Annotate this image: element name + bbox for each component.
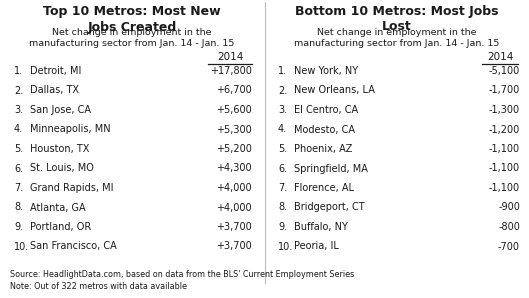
Text: Buffalo, NY: Buffalo, NY (294, 222, 348, 232)
Text: New Orleans, LA: New Orleans, LA (294, 86, 375, 95)
Text: +4,000: +4,000 (216, 183, 252, 193)
Text: 9.: 9. (14, 222, 23, 232)
Text: Phoenix, AZ: Phoenix, AZ (294, 144, 352, 154)
Text: Springfield, MA: Springfield, MA (294, 164, 368, 173)
Text: 3.: 3. (278, 105, 287, 115)
Text: 10.: 10. (14, 241, 29, 252)
Text: 1.: 1. (278, 66, 287, 76)
Text: Portland, OR: Portland, OR (30, 222, 91, 232)
Text: 1.: 1. (14, 66, 23, 76)
Text: Dallas, TX: Dallas, TX (30, 86, 79, 95)
Text: -1,700: -1,700 (489, 86, 520, 95)
Text: Bridgeport, CT: Bridgeport, CT (294, 203, 364, 212)
Text: -1,100: -1,100 (489, 164, 520, 173)
Text: Houston, TX: Houston, TX (30, 144, 89, 154)
Text: +4,000: +4,000 (216, 203, 252, 212)
Text: 4.: 4. (14, 125, 23, 134)
Text: -1,100: -1,100 (489, 183, 520, 193)
Text: -5,100: -5,100 (489, 66, 520, 76)
Text: Source: HeadlightData.com, based on data from the BLS' Current Employment Series: Source: HeadlightData.com, based on data… (10, 270, 354, 291)
Text: +3,700: +3,700 (216, 241, 252, 252)
Text: 10.: 10. (278, 241, 293, 252)
Text: St. Louis, MO: St. Louis, MO (30, 164, 94, 173)
Text: Florence, AL: Florence, AL (294, 183, 354, 193)
Text: 2.: 2. (14, 86, 23, 95)
Text: San Francisco, CA: San Francisco, CA (30, 241, 117, 252)
Text: Atlanta, GA: Atlanta, GA (30, 203, 86, 212)
Text: Modesto, CA: Modesto, CA (294, 125, 355, 134)
Text: 9.: 9. (278, 222, 287, 232)
Text: 2.: 2. (278, 86, 287, 95)
Text: -1,200: -1,200 (489, 125, 520, 134)
Text: -1,100: -1,100 (489, 144, 520, 154)
Text: +5,200: +5,200 (216, 144, 252, 154)
Text: 7.: 7. (14, 183, 23, 193)
Text: -700: -700 (498, 241, 520, 252)
Text: San Jose, CA: San Jose, CA (30, 105, 91, 115)
Text: -1,300: -1,300 (489, 105, 520, 115)
Text: New York, NY: New York, NY (294, 66, 358, 76)
Text: Grand Rapids, MI: Grand Rapids, MI (30, 183, 114, 193)
Text: Net change in employment in the
manufacturing sector from Jan. 14 - Jan. 15: Net change in employment in the manufact… (294, 28, 500, 49)
Text: +3,700: +3,700 (216, 222, 252, 232)
Text: 6.: 6. (278, 164, 287, 173)
Text: +4,300: +4,300 (216, 164, 252, 173)
Text: -900: -900 (498, 203, 520, 212)
Text: 6.: 6. (14, 164, 23, 173)
Text: Bottom 10 Metros: Most Jobs
Lost: Bottom 10 Metros: Most Jobs Lost (295, 5, 499, 33)
Text: Minneapolis, MN: Minneapolis, MN (30, 125, 111, 134)
Text: Top 10 Metros: Most New
Jobs Created: Top 10 Metros: Most New Jobs Created (43, 5, 221, 33)
Text: +5,300: +5,300 (216, 125, 252, 134)
Text: +5,600: +5,600 (216, 105, 252, 115)
Text: El Centro, CA: El Centro, CA (294, 105, 358, 115)
Text: Detroit, MI: Detroit, MI (30, 66, 81, 76)
Text: Peoria, IL: Peoria, IL (294, 241, 339, 252)
Text: +6,700: +6,700 (216, 86, 252, 95)
Text: 8.: 8. (278, 203, 287, 212)
Text: 8.: 8. (14, 203, 23, 212)
Text: 4.: 4. (278, 125, 287, 134)
Text: 5.: 5. (278, 144, 287, 154)
Text: 3.: 3. (14, 105, 23, 115)
Text: 5.: 5. (14, 144, 23, 154)
Text: 2014: 2014 (487, 52, 513, 62)
Text: Net change in employment in the
manufacturing sector from Jan. 14 - Jan. 15: Net change in employment in the manufact… (29, 28, 235, 49)
Text: +17,800: +17,800 (210, 66, 252, 76)
Text: 2014: 2014 (217, 52, 243, 62)
Text: -800: -800 (498, 222, 520, 232)
Text: 7.: 7. (278, 183, 287, 193)
